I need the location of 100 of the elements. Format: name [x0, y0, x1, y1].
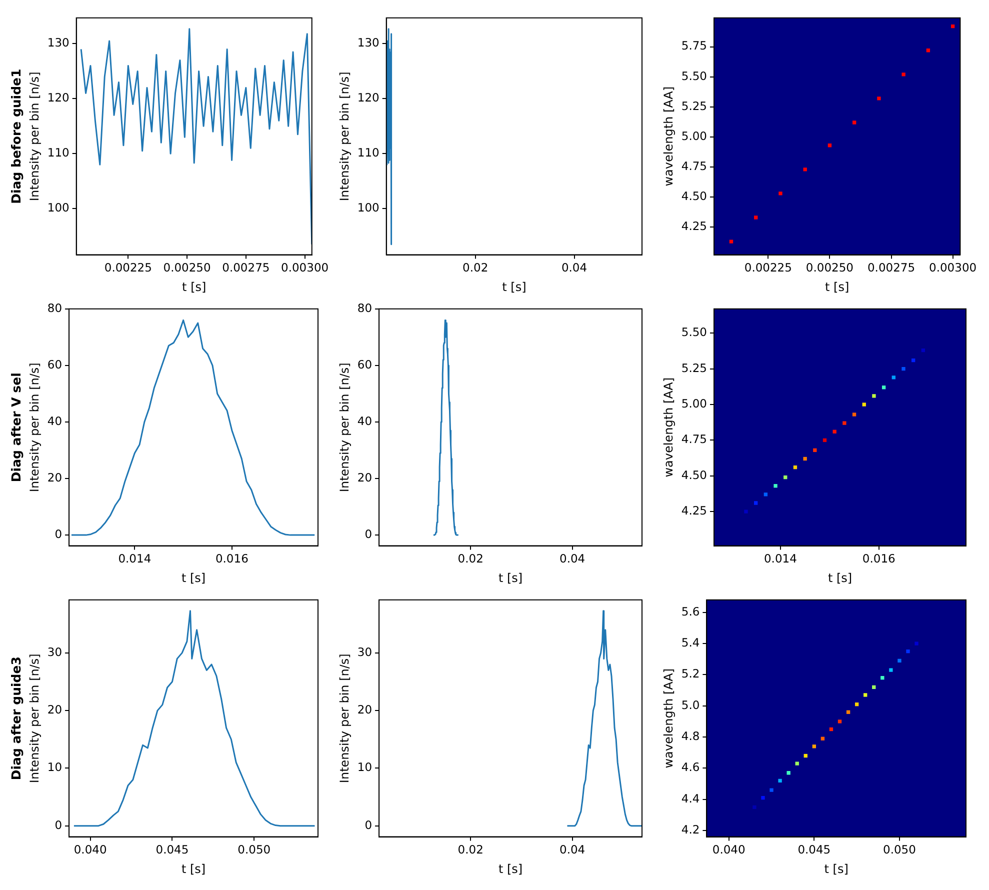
- point: [914, 642, 918, 646]
- point: [877, 96, 881, 100]
- y-tick-label: 5.50: [681, 325, 708, 340]
- y-axis-title: wavelength [AA]: [661, 377, 676, 478]
- y-tick-label: 4.4: [681, 791, 700, 806]
- x-tick-label: 0.00300: [281, 260, 329, 275]
- x-axis-title: t [s]: [181, 570, 206, 585]
- x-tick-label: 0.016: [862, 552, 896, 566]
- y-tick-label: 0: [364, 818, 372, 832]
- point: [862, 402, 866, 406]
- point: [774, 484, 778, 488]
- y-axis-title: Intensity per bin [n/s]: [27, 72, 42, 202]
- x-tick-label: 0.00300: [929, 260, 977, 275]
- point: [754, 501, 758, 505]
- x-tick-label: 0.04: [561, 260, 588, 275]
- point: [784, 475, 788, 480]
- x-tick-label: 0.016: [215, 552, 248, 566]
- y-tick-label: 120: [357, 90, 380, 105]
- y-tick-label: 4.25: [681, 219, 708, 234]
- point: [803, 456, 807, 461]
- y-tick-label: 0: [364, 527, 372, 542]
- y-tick-label: 5.00: [681, 128, 708, 143]
- x-tick-label: 0.050: [238, 842, 271, 857]
- y-tick-label: 5.25: [681, 360, 708, 375]
- y-tick-label: 110: [357, 146, 380, 160]
- y-tick-label: 100: [47, 200, 70, 215]
- point: [882, 386, 886, 390]
- point: [852, 412, 856, 416]
- x-tick-label: 0.02: [458, 842, 484, 857]
- x-tick-label: 0.050: [882, 842, 916, 857]
- point: [898, 658, 902, 663]
- y-tick-label: 5.25: [681, 98, 708, 113]
- y-tick-label: 5.6: [681, 604, 700, 618]
- y-tick-label: 20: [357, 470, 372, 485]
- text: Diag after guide3: [8, 656, 24, 780]
- y-tick-label: 60: [47, 357, 62, 372]
- point: [795, 762, 799, 766]
- y-tick-label: 130: [47, 36, 70, 50]
- y-tick-label: 5.75: [681, 38, 708, 53]
- point: [813, 448, 817, 452]
- y-tick-label: 80: [357, 300, 372, 315]
- y-axis-title: wavelength [AA]: [661, 86, 676, 186]
- x-axis-title: t [s]: [181, 862, 206, 876]
- x-tick-label: 0.00250: [163, 260, 211, 275]
- point: [872, 394, 876, 398]
- y-tick-label: 4.50: [681, 468, 708, 482]
- y-axis-title: Intensity per bin [n/s]: [337, 362, 352, 492]
- point: [812, 744, 816, 748]
- y-tick-label: 4.8: [681, 729, 700, 744]
- text: Diag after V sel: [8, 372, 24, 482]
- x-axis-title: t [s]: [825, 280, 850, 294]
- point: [761, 796, 765, 800]
- x-tick-label: 0.00225: [104, 260, 152, 275]
- point: [803, 168, 807, 172]
- x-axis-title: t [s]: [498, 862, 523, 876]
- y-tick-label: 130: [357, 36, 380, 50]
- y-tick-label: 100: [357, 200, 380, 215]
- point: [846, 710, 850, 714]
- point: [880, 676, 884, 680]
- y-tick-label: 20: [47, 702, 62, 717]
- point: [892, 376, 896, 380]
- point: [786, 771, 790, 775]
- point: [842, 421, 846, 425]
- y-tick-label: 4.75: [681, 159, 708, 173]
- point: [906, 649, 910, 654]
- point: [926, 48, 930, 52]
- x-tick-label: 0.045: [798, 842, 831, 857]
- x-tick-label: 0.00250: [806, 260, 854, 275]
- y-tick-label: 5.4: [681, 636, 700, 650]
- point: [729, 240, 734, 244]
- y-tick-label: 110: [47, 146, 70, 160]
- y-tick-label: 30: [357, 644, 372, 659]
- point: [921, 348, 926, 352]
- y-tick-label: 30: [47, 644, 62, 659]
- point: [820, 736, 825, 740]
- y-tick-label: 4.2: [681, 822, 700, 837]
- y-tick-label: 10: [47, 760, 62, 774]
- point: [854, 702, 859, 706]
- y-tick-label: 20: [357, 702, 372, 717]
- y-tick-label: 4.6: [681, 760, 700, 774]
- point: [744, 510, 748, 514]
- x-axis-title: t [s]: [498, 570, 523, 585]
- y-tick-label: 5.0: [681, 698, 700, 712]
- y-tick-label: 4.75: [681, 432, 708, 446]
- x-axis-title: t [s]: [824, 862, 848, 876]
- y-axis-title: wavelength [AA]: [661, 668, 676, 768]
- point: [764, 492, 768, 496]
- y-tick-label: 20: [47, 470, 62, 485]
- y-tick-label: 120: [47, 90, 70, 105]
- x-tick-label: 0.02: [462, 260, 488, 275]
- y-tick-label: 4.50: [681, 189, 708, 204]
- x-tick-label: 0.02: [458, 552, 484, 566]
- x-tick-label: 0.040: [712, 842, 746, 857]
- point: [793, 465, 798, 470]
- point: [889, 668, 893, 672]
- point: [950, 24, 955, 28]
- x-tick-label: 0.014: [118, 552, 152, 566]
- point: [822, 438, 827, 442]
- y-tick-label: 40: [47, 414, 62, 428]
- x-axis-title: t [s]: [828, 570, 852, 585]
